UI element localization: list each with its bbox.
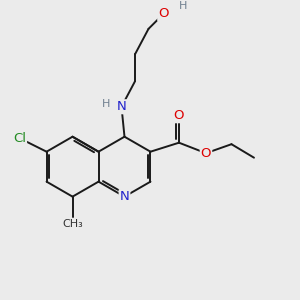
Text: H: H	[102, 99, 110, 109]
Text: Cl: Cl	[13, 132, 26, 145]
Text: N: N	[117, 100, 126, 113]
Text: O: O	[174, 109, 184, 122]
Text: CH₃: CH₃	[62, 219, 83, 229]
Text: H: H	[179, 2, 187, 11]
Text: N: N	[120, 190, 129, 203]
Text: O: O	[201, 147, 211, 160]
Text: O: O	[158, 8, 169, 20]
